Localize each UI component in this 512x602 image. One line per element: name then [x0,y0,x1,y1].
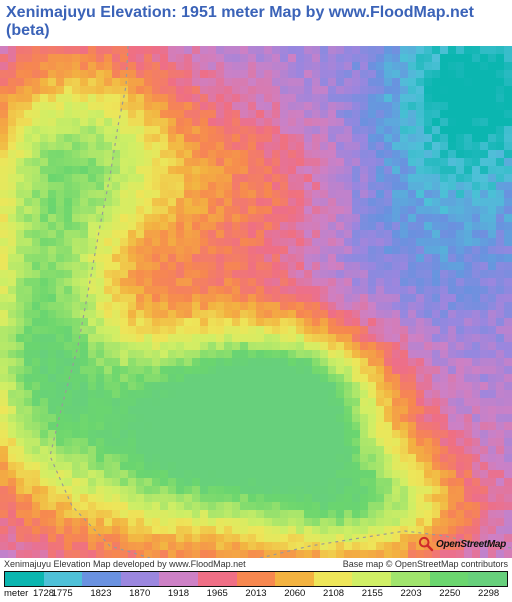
legend-swatch [237,572,276,586]
legend: meter 1728177518231870191819652013206021… [0,569,512,602]
attribution-right: Base map © OpenStreetMap contributors [343,559,508,569]
legend-swatch [314,572,353,586]
legend-tick: 2060 [284,588,305,599]
legend-tick: 2298 [478,588,499,599]
legend-tick: 2013 [245,588,266,599]
osm-watermark: OpenStreetMap [418,536,506,552]
legend-unit: meter [4,588,28,599]
page-title: Xenimajuyu Elevation: 1951 meter Map by … [0,0,512,46]
legend-tick: 1870 [129,588,150,599]
legend-swatch [391,572,430,586]
attribution-left: Xenimajuyu Elevation Map developed by ww… [4,559,246,569]
legend-tick: 1775 [52,588,73,599]
watermark-text: OpenStreetMap [436,539,506,550]
elevation-map: OpenStreetMap [0,46,512,558]
legend-colorbar [4,571,508,587]
legend-swatch [275,572,314,586]
legend-swatch [430,572,469,586]
page: Xenimajuyu Elevation: 1951 meter Map by … [0,0,512,602]
legend-swatch [159,572,198,586]
legend-swatch [468,572,507,586]
legend-swatch [44,572,83,586]
legend-tick: 2108 [323,588,344,599]
legend-swatch [121,572,160,586]
legend-tick: 1918 [168,588,189,599]
legend-labels: meter 1728177518231870191819652013206021… [4,588,508,600]
legend-tick: 2155 [362,588,383,599]
elevation-heatmap-canvas [0,46,512,558]
legend-swatch [82,572,121,586]
legend-swatch [198,572,237,586]
legend-swatch [352,572,391,586]
attribution-row: Xenimajuyu Elevation Map developed by ww… [0,558,512,569]
magnifier-icon [418,536,434,552]
legend-tick: 1965 [207,588,228,599]
legend-tick: 2250 [439,588,460,599]
legend-tick: 2203 [400,588,421,599]
legend-swatch [5,572,44,586]
legend-tick: 1823 [90,588,111,599]
